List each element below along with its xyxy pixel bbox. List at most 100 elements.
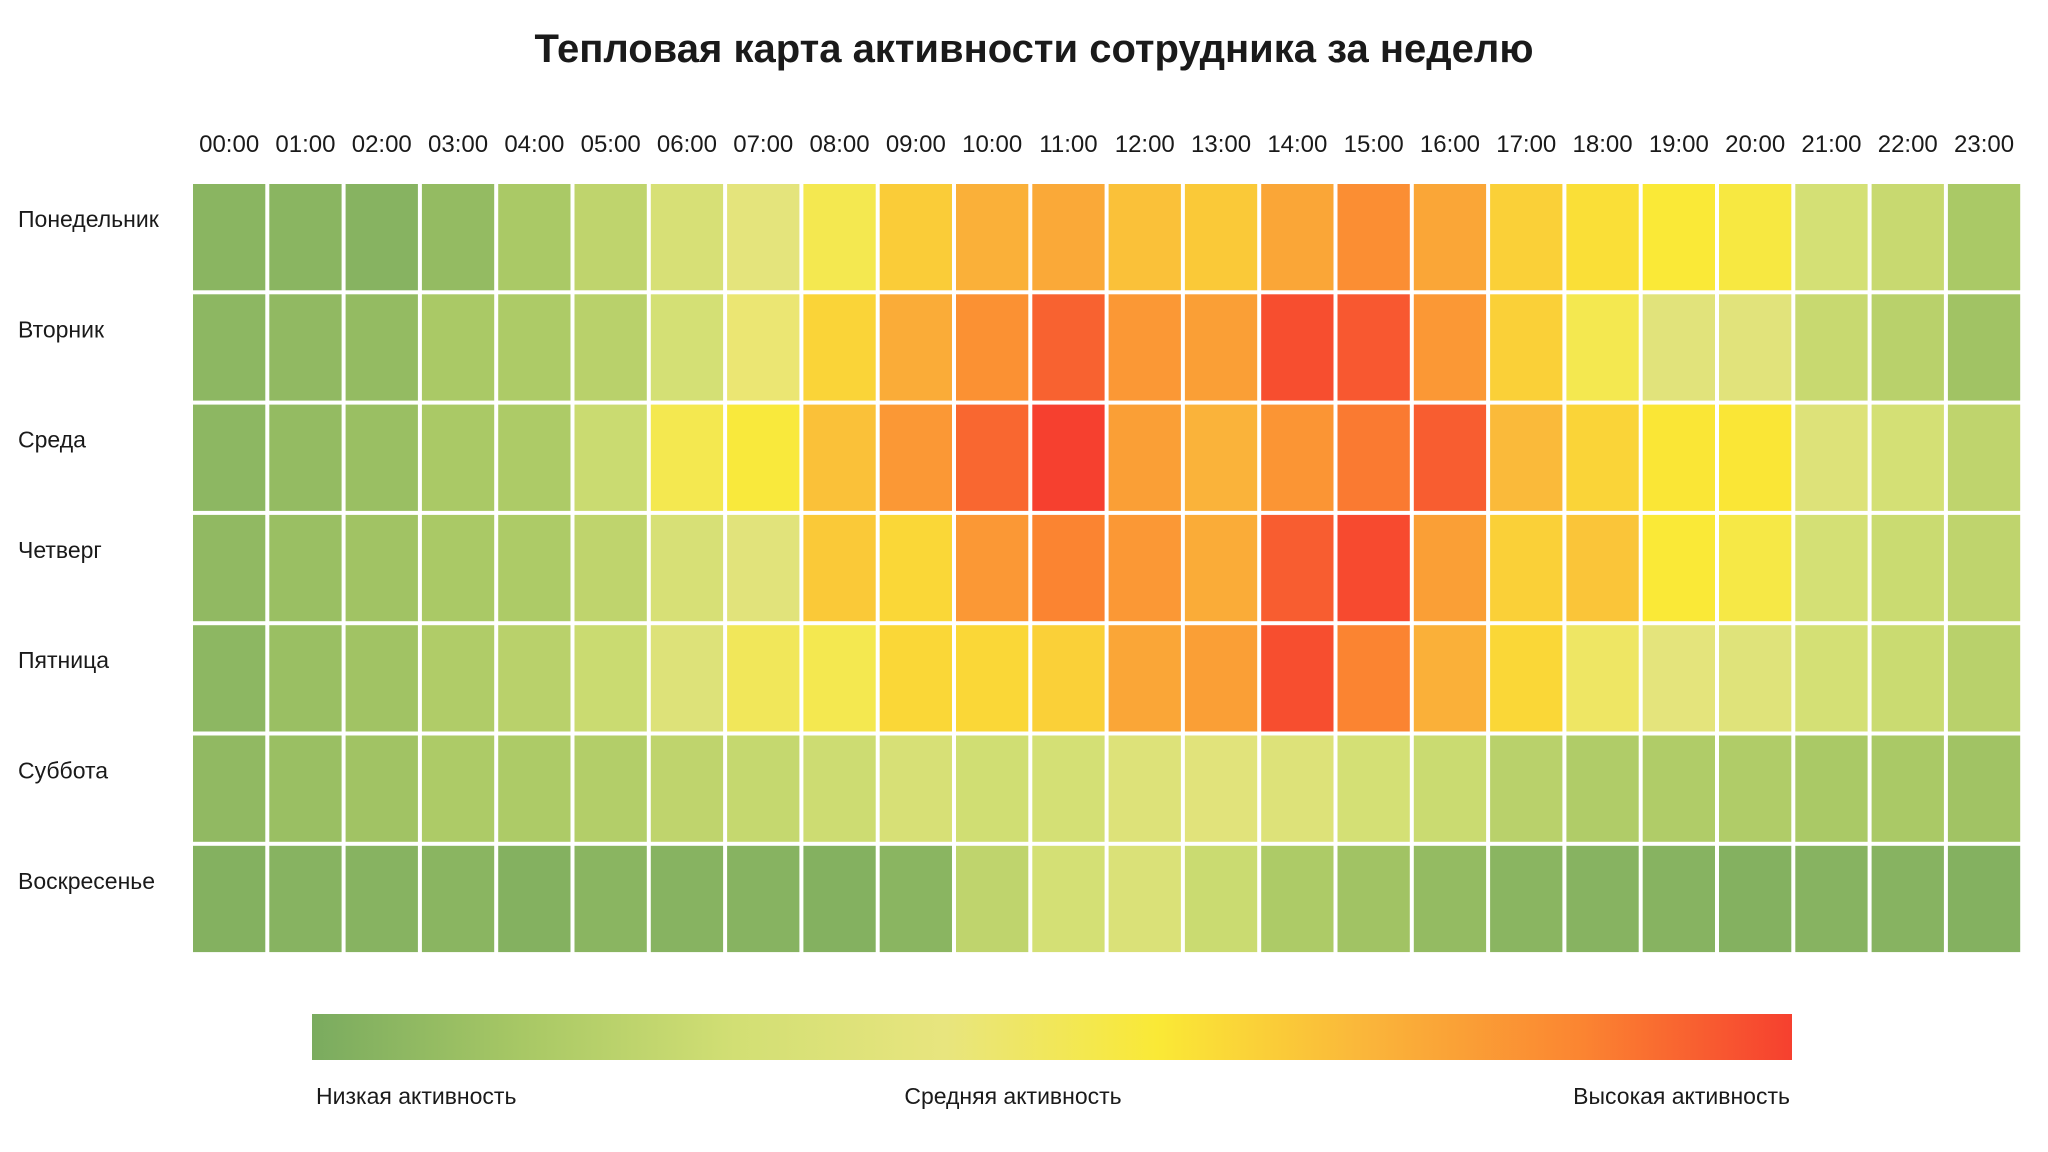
heatmap-cell [1642,625,1715,732]
heatmap-cell [1947,514,2021,622]
heatmap-cell [498,845,571,953]
heatmap-cell [345,735,418,842]
heatmap-cell [1337,625,1410,732]
heatmap-cell [1490,514,1563,622]
heatmap-cell [650,625,724,732]
heatmap-cell [1795,514,1868,622]
hour-label: 07:00 [733,131,793,158]
hour-label: 21:00 [1801,131,1861,158]
heatmap-cell [1108,845,1181,953]
heatmap-cell [1642,184,1715,291]
heatmap-cell [1337,294,1410,401]
hour-label: 17:00 [1496,131,1556,158]
heatmap-cell [1032,404,1105,511]
heatmap-cell [1261,404,1334,511]
heatmap-cell [1032,294,1105,401]
heatmap-cell [574,184,647,291]
heatmap-cell [1184,184,1258,291]
heatmap-cell [498,735,571,842]
heatmap-cell [345,404,418,511]
heatmap-cell [1032,735,1105,842]
heatmap-cell [956,294,1029,401]
heatmap-cell [1413,625,1487,732]
legend-high-label: Высокая активность [1573,1083,1790,1109]
hour-label: 15:00 [1344,131,1404,158]
heatmap-cell [1871,184,1944,291]
heatmap-cell [1337,735,1410,842]
heatmap-cell [956,184,1029,291]
heatmap-cell [803,184,876,291]
heatmap-cell [1261,625,1334,732]
heatmap-cell [1719,625,1792,732]
heatmap-cell [193,735,266,842]
heatmap-cell [650,735,724,842]
heatmap-cell [803,845,876,953]
hour-label: 20:00 [1725,131,1785,158]
heatmap-cell [1566,514,1639,622]
heatmap-cell [803,514,876,622]
heatmap-cell [650,184,724,291]
hour-label: 19:00 [1649,131,1709,158]
heatmap-cell [421,404,495,511]
heatmap-cell [1108,404,1181,511]
heatmap-cell [193,514,266,622]
heatmap-cell [345,184,418,291]
heatmap-cell [879,184,952,291]
heatmap-cell [1719,294,1792,401]
heatmap-cell [1566,735,1639,842]
heatmap-cell [193,404,266,511]
heatmap-cell [498,514,571,622]
heatmap-cell [1566,184,1639,291]
heatmap-cell [1947,184,2021,291]
heatmap-cell [1108,184,1181,291]
heatmap-cell [421,625,495,732]
heatmap-cell [1413,404,1487,511]
heatmap-cell [193,845,266,953]
heatmap-cell [803,404,876,511]
day-label: Четверг [18,537,102,563]
hour-label: 03:00 [428,131,488,158]
heatmap-cell [1490,625,1563,732]
heatmap-cell [193,625,266,732]
hour-label: 06:00 [657,131,717,158]
legend-mid-label: Средняя активность [904,1083,1121,1109]
heatmap-cell [1337,184,1410,291]
hour-label: 16:00 [1420,131,1480,158]
heatmap-cell [956,845,1029,953]
heatmap-cell [1184,294,1258,401]
heatmap-cell [1108,735,1181,842]
heatmap-cell [727,184,800,291]
heatmap-cell [1261,514,1334,622]
heatmap-cell [1261,845,1334,953]
heatmap-cell [1871,735,1944,842]
heatmap-cell [1337,404,1410,511]
heatmap-cell [1261,294,1334,401]
hour-label: 12:00 [1115,131,1175,158]
heatmap-cell [1795,184,1868,291]
heatmap-cell [1337,845,1410,953]
heatmap-cell [269,845,342,953]
heatmap-cell [1032,845,1105,953]
heatmap-cell [345,625,418,732]
heatmap-cell [1032,514,1105,622]
heatmap-cell [1184,845,1258,953]
heatmap-cell [1871,294,1944,401]
hour-label: 13:00 [1191,131,1251,158]
legend-color-bar [312,1014,1792,1060]
heatmap-cell [650,514,724,622]
hour-label: 01:00 [275,131,335,158]
heatmap-cell [879,735,952,842]
heatmap-cell [803,735,876,842]
day-label: Воскресенье [18,868,155,894]
heatmap-cell [345,845,418,953]
heatmap-cell [1795,625,1868,732]
heatmap-cell [269,514,342,622]
heatmap-cell [193,294,266,401]
day-label: Среда [18,427,86,453]
heatmap-cell [879,404,952,511]
heatmap-cell [879,294,952,401]
heatmap-cell [650,845,724,953]
color-legend: Низкая активность Средняя активность Выс… [312,1014,1792,1109]
heatmap-cell [574,404,647,511]
heatmap-cell [1719,845,1792,953]
